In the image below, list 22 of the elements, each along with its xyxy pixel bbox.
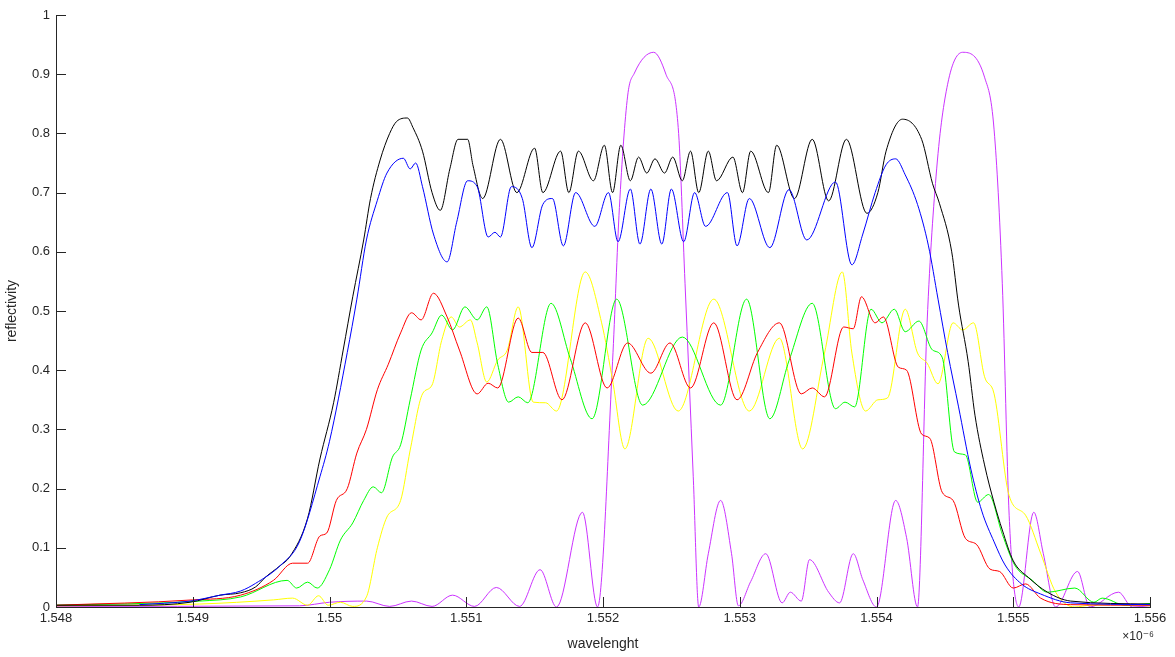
x-axis-title: wavelenght	[566, 635, 639, 652]
y-tick-label: 0.6	[31, 243, 50, 259]
y-tick-label: 0.1	[31, 539, 50, 555]
y-tick-label: 0.3	[31, 420, 50, 436]
line-series	[138, 157, 1150, 606]
x-tick-label: 1.552	[586, 610, 620, 626]
y-tick-label: 0.7	[31, 184, 50, 200]
x-tick-label: 1.554	[860, 610, 893, 626]
x-tick-label: 1.551	[449, 610, 483, 626]
y-tick-label: 0.9	[31, 65, 50, 81]
y-tick-label: 0.4	[31, 361, 50, 377]
y-tick-label: 0.2	[31, 480, 50, 496]
y-tick-label: 0.8	[31, 124, 50, 140]
y-tick-label: 0.5	[31, 302, 50, 318]
y-axis-title: reflectivity	[3, 279, 20, 343]
x-tick-label: 1.549	[176, 610, 210, 626]
x-tick-label: 1.555	[996, 610, 1030, 626]
y-tick-label: 1	[42, 6, 50, 22]
x-tick-label: 1.556	[1133, 610, 1167, 626]
text: ×10⁻⁶	[1122, 629, 1155, 644]
x-tick-label: 1.553	[723, 610, 757, 626]
x-tick-label: 1.55	[316, 610, 343, 626]
